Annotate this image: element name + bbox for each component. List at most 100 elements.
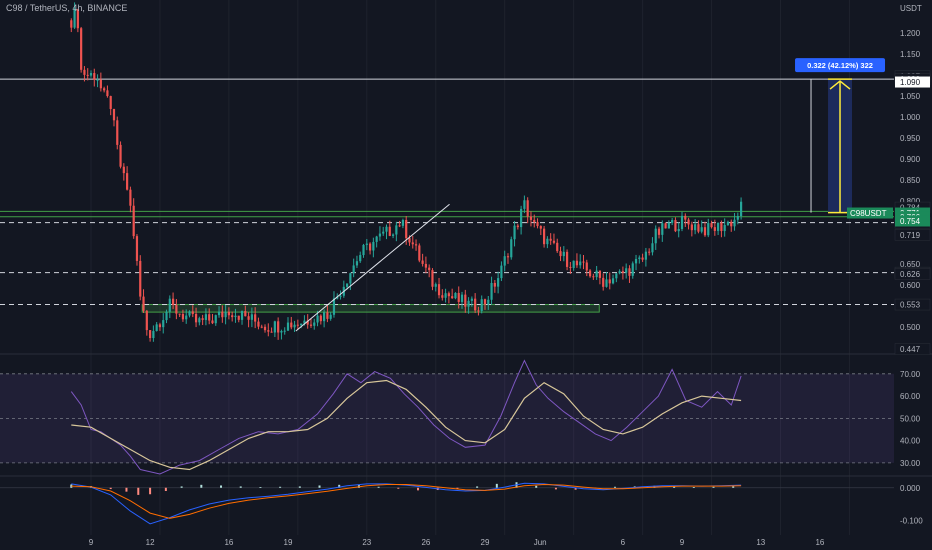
rsi-tick-label: 60.00 (900, 392, 921, 401)
candle-body (493, 282, 496, 287)
candle-body (529, 216, 533, 220)
candle-body (700, 227, 703, 232)
candle-body (329, 314, 332, 319)
y-tick-label: 0.600 (900, 281, 921, 290)
y-tick-label: 0.850 (900, 176, 921, 185)
candle-body (726, 221, 730, 226)
candle-body (158, 324, 162, 328)
macd-histogram-bar (318, 485, 321, 488)
candle-body (208, 314, 211, 321)
candle-body (428, 267, 431, 271)
candle-body (579, 261, 582, 266)
candle-body (293, 324, 296, 328)
candle-body (615, 273, 618, 279)
candle-body (155, 324, 158, 331)
candle-body (460, 294, 464, 302)
candle-body (595, 270, 598, 278)
macd-histogram-bar (574, 487, 577, 490)
macd-histogram-bar (239, 486, 242, 488)
price-label: 0.553 (900, 301, 921, 310)
candle-body (76, 9, 79, 29)
price-label-bg (894, 343, 931, 355)
x-tick-label: 13 (756, 538, 765, 547)
macd-histogram-bar (149, 487, 152, 495)
candle-body (539, 226, 542, 229)
candle-body (605, 279, 608, 287)
price-badge-bg (895, 215, 930, 227)
candle-body (723, 225, 726, 232)
horizontal-levels[interactable] (0, 78, 894, 306)
support-zone[interactable] (141, 304, 600, 313)
candle-body (188, 311, 191, 316)
candle-body (171, 298, 175, 305)
candle-body (398, 225, 401, 227)
candle-body (336, 296, 339, 299)
candle-body (247, 316, 250, 320)
rsi-tick-label: 50.00 (900, 414, 921, 423)
candle-body (273, 321, 276, 333)
candle-body (168, 298, 171, 312)
candle-body (618, 271, 621, 274)
candle-body (671, 220, 674, 223)
candle-body (474, 298, 477, 311)
candle-body (720, 222, 723, 232)
candle-body (684, 215, 687, 220)
macd-histogram-bar (614, 486, 617, 488)
candle-body (201, 318, 204, 320)
rsi-ma-line (71, 379, 742, 471)
price-range-measure[interactable]: 0.322 (42.12%) 322 (795, 58, 886, 214)
macd-histogram-bar (137, 487, 140, 495)
candle-body (194, 313, 198, 323)
candle-body (694, 224, 697, 231)
candle-body (83, 69, 86, 75)
candle-body (86, 74, 89, 76)
candle-body (657, 228, 661, 235)
candle-body (277, 321, 280, 333)
candle-body (451, 296, 454, 299)
candle-body (592, 276, 595, 278)
candle-body (405, 219, 408, 239)
candle-body (506, 256, 510, 258)
candle-body (240, 311, 244, 320)
x-tick-label: 12 (146, 538, 155, 547)
candle-body (611, 278, 615, 284)
candle-body (533, 219, 536, 223)
candle-body (437, 284, 441, 296)
y-tick-label: 1.150 (900, 50, 921, 59)
candle-body (96, 79, 99, 81)
candle-body (227, 311, 230, 316)
trendline[interactable] (295, 203, 450, 332)
candle-body (116, 120, 119, 145)
candle-body (80, 28, 83, 70)
candle-body (543, 228, 546, 245)
macd-histogram-bar (338, 484, 341, 488)
candle-body (717, 222, 720, 231)
candle-body (444, 293, 447, 298)
candle-body (483, 299, 487, 305)
candle-body (185, 315, 188, 320)
candle-body (162, 320, 165, 328)
candle-body (661, 223, 664, 235)
candle-body (352, 265, 355, 274)
candle-body (565, 251, 569, 267)
candle-body (740, 201, 743, 217)
candle-body (270, 331, 273, 333)
measure-arrow-head (829, 80, 851, 90)
price-label: 0.447 (900, 345, 921, 354)
candle-body (224, 311, 227, 318)
macd-histogram-bar (476, 486, 479, 488)
candle-body (339, 295, 342, 297)
rsi-tick-label: 30.00 (900, 459, 921, 468)
candle-body (510, 239, 513, 258)
candle-body (234, 315, 237, 318)
candle-body (365, 243, 368, 245)
candle-body (286, 322, 290, 331)
price-candles (70, 2, 743, 342)
candle-body (641, 257, 644, 260)
candle-body (109, 96, 112, 109)
candle-body (319, 315, 322, 322)
macd-line (71, 482, 742, 525)
candle-body (588, 270, 592, 277)
